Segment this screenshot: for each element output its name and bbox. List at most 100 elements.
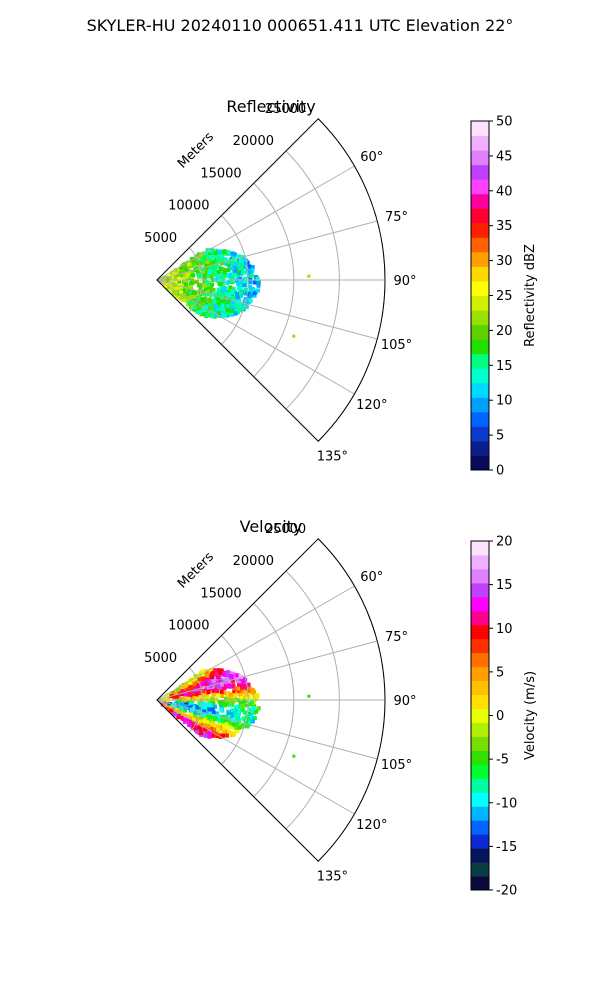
echo-cell <box>176 715 181 720</box>
echo-cell <box>230 275 235 279</box>
echo-cell <box>242 265 247 269</box>
echo-cell <box>229 266 234 271</box>
echo-field <box>159 668 311 758</box>
echo-cell <box>180 689 185 694</box>
echo-cell <box>252 691 257 696</box>
echo-cell <box>193 710 198 715</box>
echo-cell <box>193 714 198 719</box>
echo-cell <box>211 710 216 715</box>
echo-cell <box>205 720 210 725</box>
azimuth-tick-label: 105° <box>381 338 412 353</box>
echo-cell <box>213 676 218 681</box>
echo-cell <box>185 290 190 295</box>
echo-cell <box>193 305 198 310</box>
echo-cell <box>200 297 205 302</box>
echo-speckle <box>292 334 296 338</box>
echo-cell <box>196 256 201 261</box>
echo-cell <box>239 293 243 298</box>
colorbar-segment <box>471 135 489 151</box>
echo-cell <box>227 684 232 689</box>
echo-cell <box>243 291 248 296</box>
range-tick-label: 25000 <box>265 102 306 117</box>
echo-cell <box>254 693 259 698</box>
echo-cell <box>248 277 252 282</box>
echo-cell <box>207 680 212 685</box>
echo-cell <box>222 684 227 689</box>
echo-cell <box>256 283 261 288</box>
azimuth-tick-label: 60° <box>360 570 383 585</box>
echo-cell <box>231 722 236 727</box>
echo-cell <box>230 713 235 718</box>
echo-cell <box>240 688 245 693</box>
echo-cell <box>242 280 246 285</box>
echo-cell <box>204 270 209 275</box>
echo-cell <box>234 725 239 730</box>
echo-cell <box>228 259 233 264</box>
echo-cell <box>198 694 203 699</box>
echo-cell <box>179 290 183 295</box>
echo-cell <box>204 313 209 318</box>
echo-cell <box>225 733 229 738</box>
echo-cell <box>187 706 192 711</box>
echo-cell <box>241 685 246 690</box>
echo-cell <box>207 248 212 253</box>
echo-cell <box>224 723 229 728</box>
echo-cell <box>191 705 196 709</box>
chart-title: Reflectivity <box>226 97 315 116</box>
echo-cell <box>216 675 220 680</box>
echo-cell <box>196 675 201 680</box>
echo-cell <box>215 305 220 310</box>
echo-cell <box>219 682 224 687</box>
echo-cell <box>180 711 185 716</box>
azimuth-tick-label: 60° <box>360 150 383 165</box>
echo-cell <box>249 287 253 292</box>
colorbar-segment <box>471 680 489 696</box>
echo-cell <box>216 725 221 730</box>
colorbar-segment <box>471 610 489 626</box>
echo-cell <box>195 729 200 734</box>
colorbar-segment <box>471 179 489 195</box>
colorbar-segment <box>471 638 489 654</box>
echo-cell <box>248 284 252 289</box>
echo-cell <box>180 692 185 696</box>
echo-cell <box>239 307 244 312</box>
colorbar-segment <box>471 426 489 442</box>
echo-cell <box>209 258 213 262</box>
colorbar-segment <box>471 554 489 570</box>
echo-cell <box>243 276 248 281</box>
colorbar-segment <box>471 666 489 682</box>
echo-cell <box>225 671 230 675</box>
echo-cell <box>202 693 207 698</box>
echo-cell <box>216 287 221 292</box>
echo-cell <box>184 268 189 273</box>
colorbar-segment <box>471 310 489 326</box>
echo-cell <box>209 705 214 710</box>
echo-cell <box>230 720 235 725</box>
echo-cell <box>211 254 216 259</box>
colorbar-segment <box>471 353 489 369</box>
echo-cell <box>234 262 239 267</box>
echo-cell <box>221 699 226 704</box>
echo-cell <box>200 669 205 674</box>
echo-cell <box>229 295 234 300</box>
echo-cell <box>239 725 244 729</box>
echo-cell <box>168 283 173 288</box>
chart-title: Velocity <box>240 517 303 536</box>
echo-cell <box>231 300 236 305</box>
echo-cell <box>219 689 224 694</box>
echo-cell <box>195 681 199 686</box>
echo-cell <box>216 258 221 263</box>
colorbar-segment <box>471 121 489 137</box>
echo-cell <box>198 703 203 707</box>
echo-cell <box>216 722 221 727</box>
echo-cell <box>175 279 180 284</box>
echo-cell <box>202 701 207 706</box>
echo-cell <box>220 271 225 276</box>
echo-cell <box>219 289 224 293</box>
echo-cell <box>217 677 222 682</box>
echo-cell <box>176 277 181 282</box>
colorbar-segment <box>471 150 489 166</box>
echo-cell <box>190 693 194 698</box>
echo-cell <box>183 708 187 713</box>
echo-cell <box>195 696 200 701</box>
